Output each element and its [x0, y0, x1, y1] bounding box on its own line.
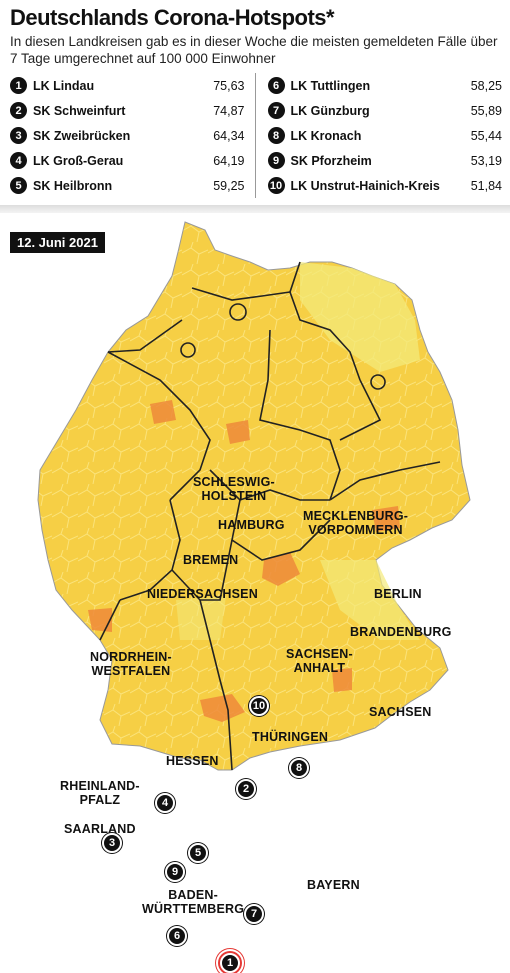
page-subtitle: In diesen Landkreisen gab es in dieser W… [10, 34, 498, 66]
district-name: LK Günzburg [290, 103, 370, 118]
state-label-thueringen: THÜRINGEN [252, 730, 329, 744]
germany-map [37, 221, 471, 771]
ranking-row: 4 LK Groß-Gerau 64,19 [10, 148, 245, 173]
state-label-berlin: BERLIN [374, 587, 422, 601]
rank-badge: 10 [267, 177, 285, 194]
state-label-rheinland-pfalz: RHEINLAND- PFALZ [60, 779, 140, 807]
rank-badge: 4 [10, 152, 27, 169]
ranking-row: 1 LK Lindau 75,63 [10, 73, 245, 98]
rank-badge: 5 [10, 177, 27, 194]
state-label-bremen: BREMEN [183, 553, 239, 567]
ranking-row: 5 SK Heilbronn 59,25 [10, 173, 245, 198]
incidence-value: 55,89 [470, 103, 502, 118]
district-name: LK Groß-Gerau [33, 153, 124, 168]
state-label-hessen: HESSEN [166, 754, 219, 768]
ranking-row: 7 LK Günzburg 55,89 [267, 98, 502, 123]
state-label-schleswig-holstein: SCHLESWIG- HOLSTEIN [193, 475, 275, 503]
incidence-value: 75,63 [213, 78, 245, 93]
district-name: SK Pforzheim [290, 153, 372, 168]
district-name: LK Kronach [290, 128, 362, 143]
hotspot-marker-4[interactable]: 4 [155, 793, 175, 813]
incidence-value: 59,25 [213, 178, 245, 193]
hotspot-marker-8[interactable]: 8 [289, 758, 309, 778]
hotspot-marker-10[interactable]: 10 [249, 696, 269, 716]
rank-badge: 2 [10, 102, 27, 119]
ranking-row: 8 LK Kronach 55,44 [267, 123, 502, 148]
district-name: LK Unstrut-Hainich-Kreis [290, 178, 440, 193]
page-title: Deutschlands Corona-Hotspots* [10, 5, 335, 30]
state-label-sachsen: SACHSEN [369, 705, 432, 719]
state-label-nordrhein-westfalen: NORDRHEIN- WESTFALEN [90, 650, 172, 678]
state-label-niedersachsen: NIEDERSACHSEN [147, 587, 258, 601]
hotspot-marker-9[interactable]: 9 [165, 862, 185, 882]
ranking-row: 2 SK Schweinfurt 74,87 [10, 98, 245, 123]
incidence-value: 74,87 [213, 103, 245, 118]
state-label-brandenburg: BRANDENBURG [350, 625, 452, 639]
rank-badge: 8 [267, 127, 285, 144]
hotspot-marker-1[interactable]: 1 [220, 953, 240, 973]
district-name: SK Zweibrücken [33, 128, 131, 143]
ranking-column-left: 1 LK Lindau 75,63 2 SK Schweinfurt 74,87 3 SK… [10, 73, 256, 198]
state-label-saarland: SAARLAND [64, 822, 136, 836]
district-name: LK Lindau [33, 78, 95, 93]
district-name: SK Heilbronn [33, 178, 113, 193]
hotspot-ranking: 1 LK Lindau 75,63 2 SK Schweinfurt 74,87 3 SK… [10, 73, 502, 198]
district-name: LK Tuttlingen [290, 78, 371, 93]
ranking-row: 9 SK Pforzheim 53,19 [267, 148, 502, 173]
rank-badge: 6 [267, 77, 285, 94]
incidence-value: 51,84 [470, 178, 502, 193]
hotspot-marker-6[interactable]: 6 [167, 926, 187, 946]
hotspot-marker-5[interactable]: 5 [188, 843, 208, 863]
ranking-row: 10 LK Unstrut-Hainich-Kreis 51,84 [267, 173, 502, 198]
state-label-sachsen-anhalt: SACHSEN- ANHALT [286, 647, 353, 675]
state-label-mecklenburg-vorpommern: MECKLENBURG- VORPOMMERN [303, 509, 409, 537]
rank-badge: 3 [10, 127, 27, 144]
rank-badge: 9 [267, 152, 285, 169]
hotspot-marker-3[interactable]: 3 [102, 833, 122, 853]
state-label-hamburg: HAMBURG [218, 518, 285, 532]
rank-badge: 7 [267, 102, 285, 119]
ranking-row: 6 LK Tuttlingen 58,25 [267, 73, 502, 98]
district-name: SK Schweinfurt [33, 103, 126, 118]
date-badge: 12. Juni 2021 [10, 232, 105, 253]
incidence-value: 58,25 [470, 78, 502, 93]
hotspot-marker-2[interactable]: 2 [236, 779, 256, 799]
incidence-value: 55,44 [470, 128, 502, 143]
state-borders [99, 261, 441, 771]
incidence-value: 64,34 [213, 128, 245, 143]
section-divider [0, 205, 510, 213]
rank-badge: 1 [10, 77, 27, 94]
map-area: SCHLESWIG- HOLSTEIN HAMBURG MECKLENBURG- V… [0, 213, 510, 973]
ranking-row: 3 SK Zweibrücken 64,34 [10, 123, 245, 148]
hotspot-marker-7[interactable]: 7 [244, 904, 264, 924]
state-label-bayern: BAYERN [307, 878, 360, 892]
hot-districts [88, 400, 400, 722]
incidence-value: 53,19 [470, 153, 502, 168]
state-label-baden-wuerttemberg: BADEN- WÜRTTEMBERG [142, 888, 245, 916]
incidence-value: 64,19 [213, 153, 245, 168]
